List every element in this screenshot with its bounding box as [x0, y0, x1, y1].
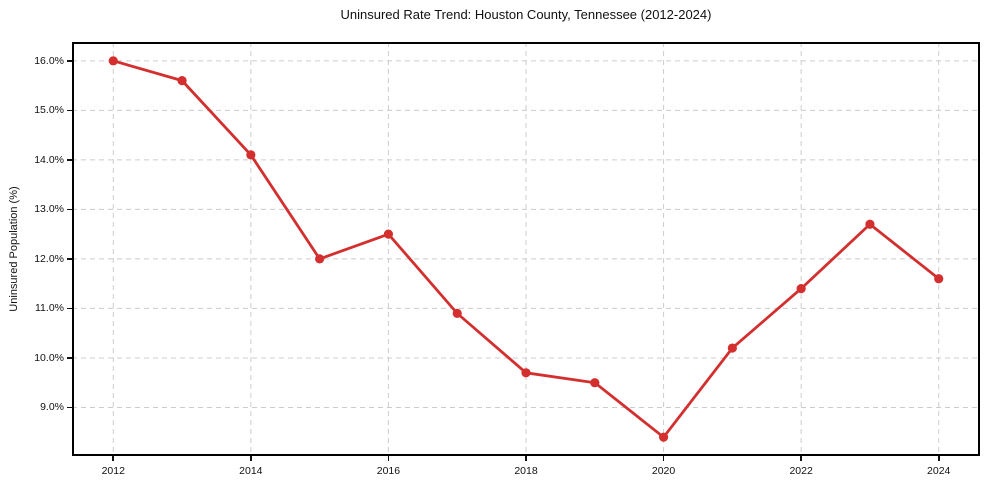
y-tick-label: 15.0%: [34, 104, 64, 117]
y-tick-label: 14.0%: [34, 153, 64, 166]
x-tick-mark: [112, 456, 115, 461]
x-tick-label: 2012: [101, 465, 125, 477]
x-tick-mark: [525, 456, 527, 461]
plot-border: [72, 42, 980, 456]
x-tick-label: 2022: [789, 465, 813, 477]
x-tick-mark: [800, 456, 802, 461]
y-tick-label: 9.0%: [40, 401, 64, 414]
data-point: [452, 308, 462, 318]
y-tick-mark: [67, 258, 72, 260]
x-tick-label: 2020: [651, 465, 676, 477]
x-tick-mark: [387, 456, 390, 461]
y-tick-mark: [67, 208, 72, 211]
data-point: [727, 343, 737, 353]
data-point: [934, 274, 944, 284]
chart-title: Uninsured Rate Trend: Houston County, Te…: [340, 7, 712, 22]
x-tick-mark: [250, 456, 252, 461]
y-tick-label: 13.0%: [34, 203, 64, 216]
data-point: [658, 432, 669, 442]
data-point: [796, 284, 806, 294]
data-point: [865, 219, 875, 229]
y-tick-mark: [67, 60, 72, 62]
y-tick-label: 12.0%: [34, 252, 64, 265]
data-point: [590, 378, 600, 388]
x-tick-label: 2016: [376, 465, 401, 477]
data-point: [315, 254, 325, 264]
data-point: [383, 229, 394, 239]
data-point: [177, 76, 187, 86]
x-tick-mark: [937, 456, 940, 461]
y-tick-mark: [67, 307, 72, 310]
y-tick-mark: [67, 159, 72, 161]
x-tick-label: 2024: [927, 465, 951, 477]
y-tick-label: 11.0%: [35, 302, 64, 315]
y-tick-mark: [67, 357, 72, 359]
data-point: [246, 150, 256, 160]
x-tick-mark: [662, 456, 665, 461]
y-axis-label: Uninsured Population (%): [8, 186, 20, 312]
y-tick-label: 16.0%: [34, 54, 64, 67]
y-tick-mark: [67, 109, 72, 112]
data-point: [108, 56, 118, 66]
y-tick-mark: [67, 406, 72, 409]
x-tick-label: 2018: [514, 465, 538, 477]
x-tick-label: 2014: [239, 465, 263, 477]
data-point: [521, 368, 531, 378]
plot-area: [72, 42, 980, 456]
y-tick-label: 10.0%: [34, 351, 64, 364]
